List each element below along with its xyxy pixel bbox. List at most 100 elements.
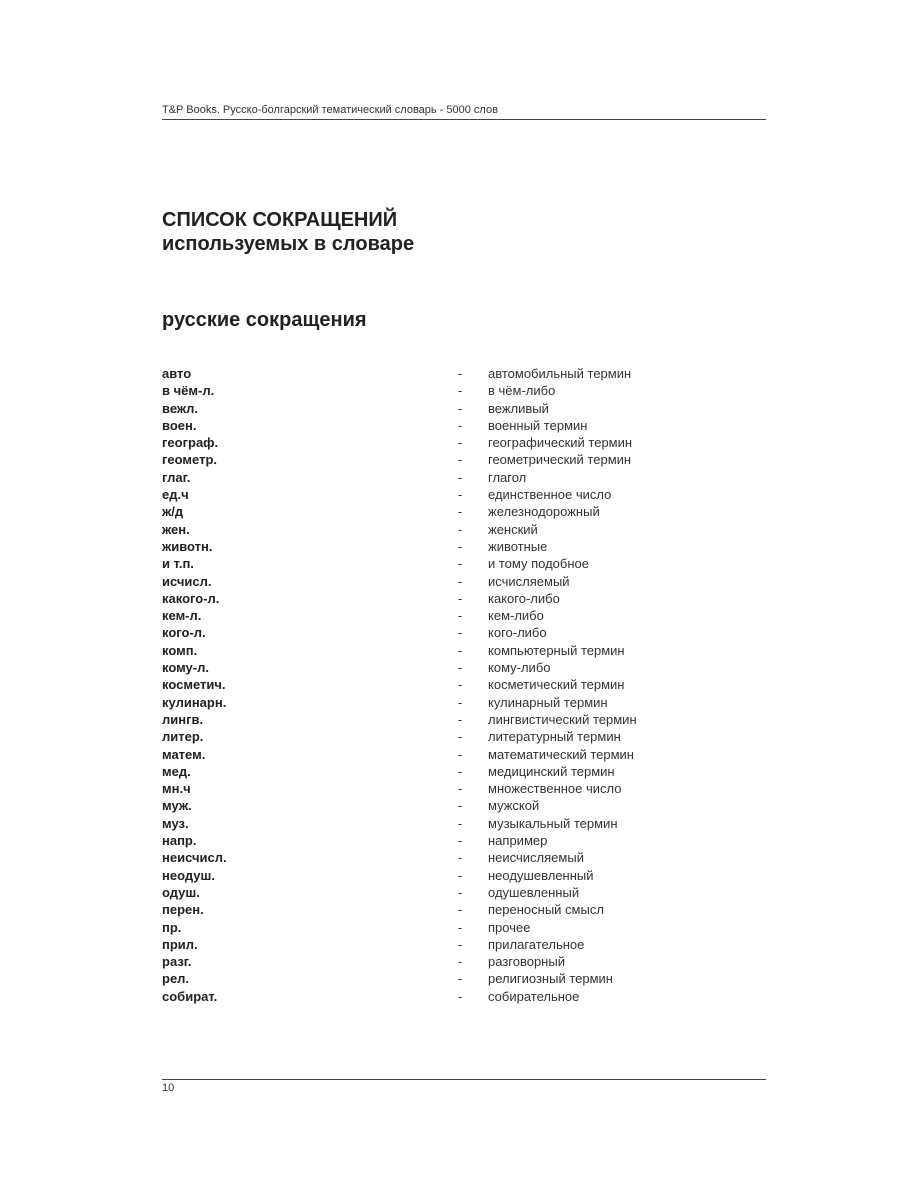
list-item: ед.ч - единственное число (162, 486, 766, 503)
running-header: T&P Books. Русско-болгарский тематически… (162, 104, 498, 116)
abbreviation: прил. (162, 936, 198, 952)
list-item: воен. - военный термин (162, 417, 766, 434)
abbreviation: лингв. (162, 711, 204, 727)
list-item: кому-л. - кому-либо (162, 659, 766, 676)
list-item: кулинарн. - кулинарный термин (162, 694, 766, 711)
meaning: множественное число (488, 781, 622, 797)
list-item: разг. - разговорный (162, 953, 766, 970)
meaning: литературный термин (488, 729, 621, 745)
abbreviation: вежл. (162, 400, 198, 416)
separator: - (458, 400, 463, 416)
separator: - (458, 850, 463, 866)
separator: - (458, 954, 463, 970)
title-line-1: СПИСОК СОКРАЩЕНИЙ (162, 209, 398, 231)
meaning: автомобильный термин (488, 366, 632, 381)
page-title: СПИСОК СОКРАЩЕНИЙ используемых в словаре (162, 208, 414, 256)
list-item: кого-л. - кого-либо (162, 624, 766, 641)
meaning: переносный смысл (488, 902, 604, 918)
meaning: прочее (488, 919, 531, 935)
meaning: кем-либо (488, 608, 544, 624)
meaning: например (488, 833, 548, 849)
separator: - (458, 660, 463, 676)
list-item: кем-л. - кем-либо (162, 607, 766, 624)
list-item: муж. - мужской (162, 797, 766, 814)
separator: - (458, 677, 463, 693)
abbreviation: пр. (162, 919, 182, 935)
separator: - (458, 919, 463, 935)
separator: - (458, 573, 463, 589)
meaning: медицинский термин (488, 763, 615, 779)
abbreviation: ед.ч (162, 487, 189, 503)
meaning: религиозный термин (488, 971, 613, 987)
list-item: перен. - переносный смысл (162, 901, 766, 918)
separator: - (458, 504, 463, 520)
abbreviation: кого-л. (162, 625, 206, 641)
abbreviation: литер. (162, 729, 204, 745)
meaning: математический термин (488, 746, 634, 762)
list-item: литер. - литературный термин (162, 728, 766, 745)
separator: - (458, 383, 463, 399)
list-item: исчисл. - исчисляемый (162, 573, 766, 590)
meaning: геометрический термин (488, 452, 632, 468)
list-item: географ. - географический термин (162, 434, 766, 451)
meaning: косметический термин (488, 677, 625, 693)
separator: - (458, 711, 463, 727)
separator: - (458, 729, 463, 745)
separator: - (458, 694, 463, 710)
list-item: мед. - медицинский термин (162, 763, 766, 780)
separator: - (458, 781, 463, 797)
separator: - (458, 798, 463, 814)
separator: - (458, 971, 463, 987)
separator: - (458, 487, 463, 503)
separator: - (458, 417, 463, 433)
meaning: лингвистический термин (488, 711, 637, 727)
meaning: кулинарный термин (488, 694, 608, 710)
list-item: неисчисл. - неисчисляемый (162, 849, 766, 866)
abbreviation: воен. (162, 417, 197, 433)
separator: - (458, 556, 463, 572)
abbreviation: авто (162, 366, 192, 381)
section-heading: русские сокращения (162, 309, 367, 331)
abbreviation: какого-л. (162, 590, 220, 606)
abbreviation: в чём-л. (162, 383, 215, 399)
meaning: географический термин (488, 435, 633, 451)
meaning: собирательное (488, 988, 580, 1004)
list-item: вежл. - вежливый (162, 400, 766, 417)
list-item: геометр. - геометрический термин (162, 451, 766, 468)
abbreviation: косметич. (162, 677, 226, 693)
abbreviation: разг. (162, 954, 192, 970)
list-item: матем. - математический термин (162, 746, 766, 763)
list-item: комп. - компьютерный термин (162, 642, 766, 659)
abbreviation: кем-л. (162, 608, 202, 624)
list-item: собират. - собирательное (162, 988, 766, 1005)
list-item: какого-л. - какого-либо (162, 590, 766, 607)
meaning: глагол (488, 469, 527, 485)
meaning: кого-либо (488, 625, 547, 641)
abbreviation: мед. (162, 763, 191, 779)
abbreviation: рел. (162, 971, 190, 987)
separator: - (458, 469, 463, 485)
abbreviation: кому-л. (162, 660, 209, 676)
meaning: вежливый (488, 400, 549, 416)
footer-divider (162, 1079, 766, 1080)
meaning: и тому подобное (488, 556, 589, 572)
abbreviation: геометр. (162, 452, 218, 468)
abbreviation: матем. (162, 746, 206, 762)
abbreviation: исчисл. (162, 573, 212, 589)
abbreviation: животн. (162, 538, 213, 554)
separator: - (458, 538, 463, 554)
abbreviation: неодуш. (162, 867, 215, 883)
separator: - (458, 902, 463, 918)
list-item: одуш. - одушевленный (162, 884, 766, 901)
meaning: мужской (488, 798, 540, 814)
meaning: исчисляемый (488, 573, 570, 589)
meaning: единственное число (488, 487, 612, 503)
separator: - (458, 833, 463, 849)
abbreviation: комп. (162, 642, 198, 658)
list-item: пр. - прочее (162, 919, 766, 936)
list-item: муз. - музыкальный термин (162, 815, 766, 832)
meaning: какого-либо (488, 590, 560, 606)
title-line-2: используемых в словаре (162, 233, 415, 255)
abbreviation: и т.п. (162, 556, 194, 572)
meaning: в чём-либо (488, 383, 556, 399)
